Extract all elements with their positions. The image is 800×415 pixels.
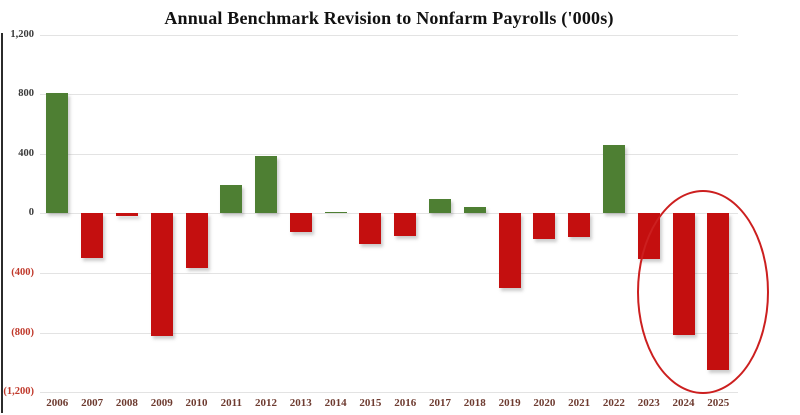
x-axis-label-2018: 2018 — [463, 397, 486, 409]
x-axis-label-2025: 2025 — [707, 397, 730, 409]
bar-2012 — [255, 155, 277, 214]
bar-2010 — [185, 213, 208, 268]
x-axis-label-2008: 2008 — [115, 397, 138, 409]
y-axis-tick-label: 400 — [18, 147, 34, 159]
y-axis-tick-label: (800) — [11, 326, 34, 338]
x-axis-label-2009: 2009 — [150, 397, 173, 409]
x-axis-label-2022: 2022 — [602, 397, 625, 409]
y-axis-tick-label: 800 — [18, 88, 34, 100]
x-axis-label-2021: 2021 — [568, 397, 591, 409]
bar-2011 — [220, 184, 243, 214]
x-axis-label-2016: 2016 — [394, 397, 417, 409]
gridline-1200 — [40, 34, 738, 36]
x-axis-label-2020: 2020 — [533, 397, 556, 409]
x-axis-label-2014: 2014 — [324, 397, 347, 409]
x-axis-label-2007: 2007 — [81, 397, 104, 409]
x-axis-label-2013: 2013 — [289, 397, 312, 409]
bar-2006 — [46, 92, 69, 214]
x-axis-label-2010: 2010 — [185, 397, 208, 409]
gridline-800 — [40, 94, 738, 96]
x-axis-label-2019: 2019 — [498, 397, 521, 409]
y-axis-tick-label: (1,200) — [3, 386, 34, 398]
y-axis-tick-label: 0 — [28, 207, 34, 219]
bar-2014 — [324, 211, 347, 214]
x-axis-label-2024: 2024 — [672, 397, 695, 409]
bar-2017 — [429, 199, 451, 214]
x-axis-label-2011: 2011 — [220, 397, 242, 409]
x-axis-label-2012: 2012 — [255, 397, 277, 409]
bar-2016 — [394, 213, 417, 236]
bar-2022 — [602, 144, 625, 214]
bar-2013 — [289, 213, 312, 232]
y-axis-tick-label: 1,200 — [10, 28, 34, 40]
bar-2007 — [81, 213, 104, 258]
x-axis-label-2023: 2023 — [637, 397, 660, 409]
bar-2015 — [359, 213, 382, 245]
x-axis-label-2015: 2015 — [359, 397, 382, 409]
bar-2018 — [463, 206, 486, 214]
highlight-ellipse — [636, 190, 769, 394]
bar-2008 — [115, 213, 138, 217]
chart-left-border — [1, 33, 3, 413]
chart-title: Annual Benchmark Revision to Nonfarm Pay… — [164, 8, 614, 28]
bar-2009 — [150, 213, 173, 337]
gridline--800 — [40, 332, 738, 334]
bar-2019 — [498, 213, 521, 288]
y-axis-tick-label: (400) — [11, 266, 34, 278]
x-axis-label-2006: 2006 — [46, 397, 69, 409]
bar-2021 — [568, 213, 591, 238]
gridline-400 — [40, 153, 738, 155]
gridline--400 — [40, 272, 738, 274]
x-axis-label-2017: 2017 — [429, 397, 451, 409]
gridline--1200 — [40, 392, 738, 394]
gridline-0 — [40, 213, 738, 215]
bar-2020 — [533, 213, 556, 240]
